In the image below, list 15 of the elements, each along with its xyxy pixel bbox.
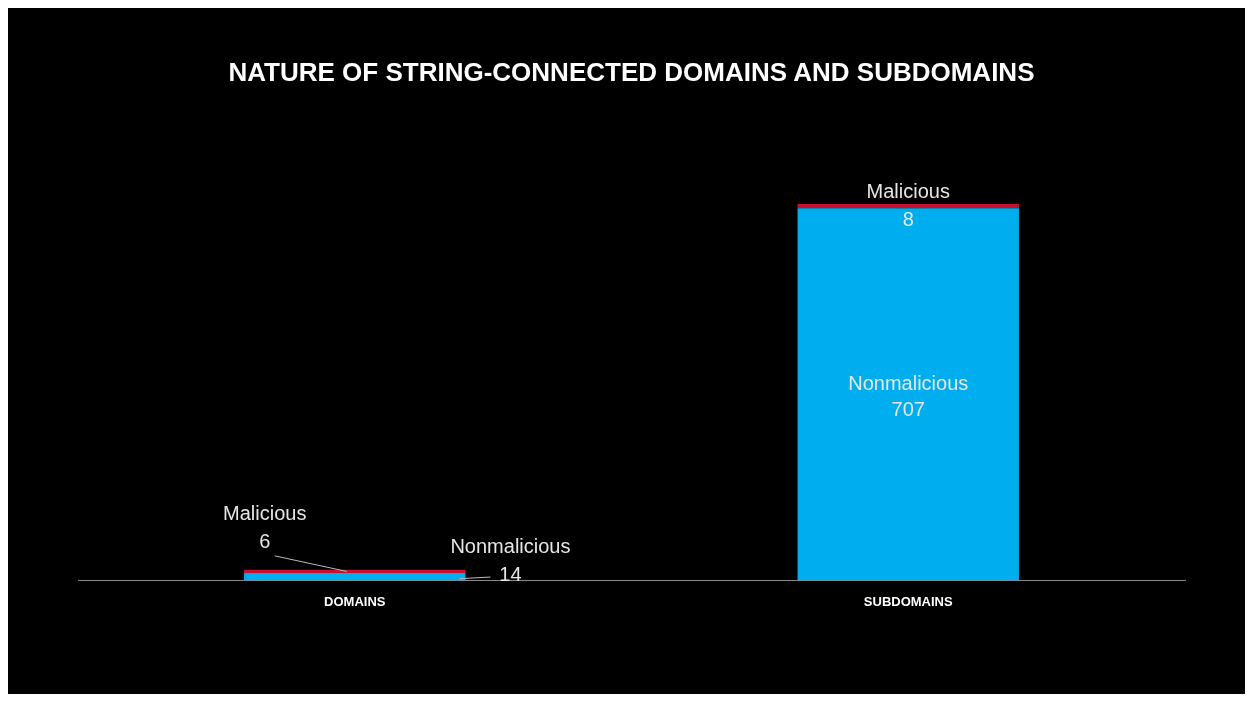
- bar: [244, 569, 466, 574]
- data-label: 8: [902, 207, 914, 230]
- text: Malicious: [223, 501, 307, 524]
- data-label: 707: [891, 398, 925, 421]
- data-label: 14: [499, 563, 522, 586]
- bar: [797, 208, 1019, 581]
- x-tick-label: DOMAINS: [324, 593, 386, 609]
- text: Nonmalicious: [848, 372, 969, 395]
- series-label: Nonmalicious: [450, 535, 571, 558]
- bar: [244, 573, 466, 581]
- bar: [797, 203, 1019, 209]
- chart-title: NATURE OF STRING-CONNECTED DOMAINS AND SUBDOMAINS: [228, 56, 1035, 87]
- data-label: 6: [259, 529, 271, 552]
- x-tick-label: SUBDOMAINS: [863, 593, 953, 609]
- series-label: Malicious: [866, 179, 950, 202]
